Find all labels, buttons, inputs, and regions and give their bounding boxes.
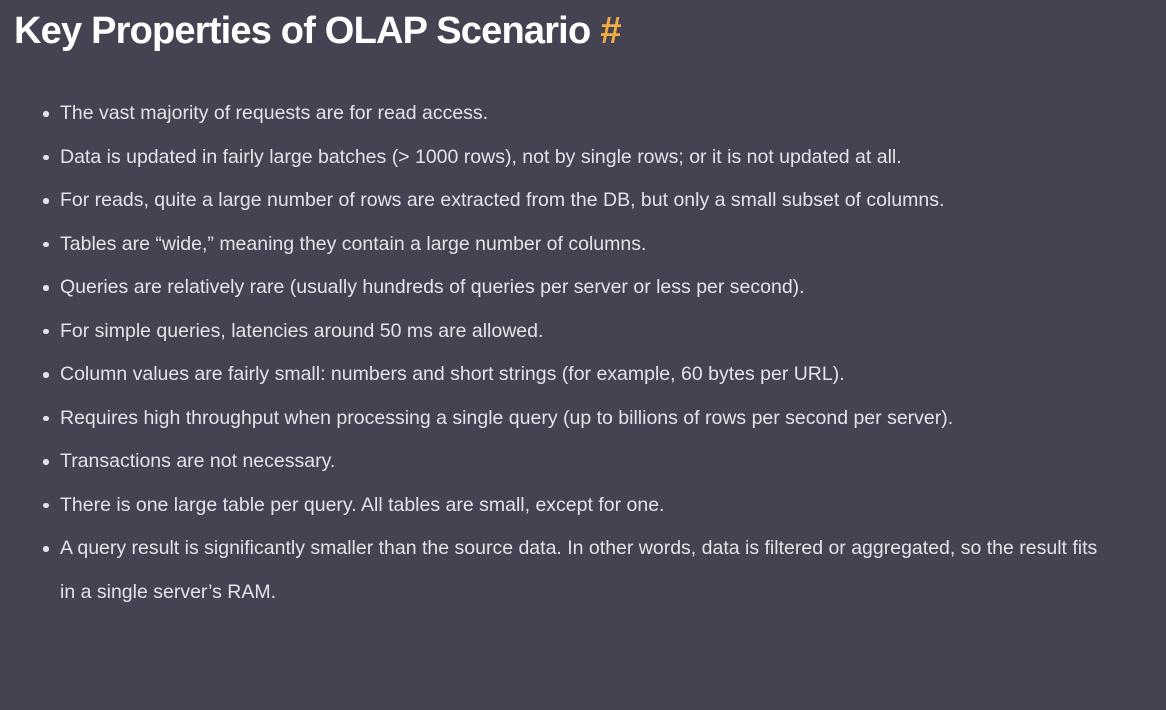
- list-item: For simple queries, latencies around 50 …: [43, 310, 1105, 354]
- heading-anchor-link[interactable]: #: [600, 10, 621, 52]
- list-item: The vast majority of requests are for re…: [43, 92, 1105, 136]
- list-item: Transactions are not necessary.: [43, 440, 1105, 484]
- list-item: There is one large table per query. All …: [43, 484, 1105, 528]
- list-item: Requires high throughput when processing…: [43, 397, 1105, 441]
- list-item: Column values are fairly small: numbers …: [43, 353, 1105, 397]
- doc-content: Key Properties of OLAP Scenario # The vas…: [14, 8, 1152, 614]
- olap-properties-list: The vast majority of requests are for re…: [14, 92, 1108, 614]
- list-item: Queries are relatively rare (usually hun…: [43, 266, 1105, 310]
- list-item: Tables are “wide,” meaning they contain …: [43, 223, 1105, 267]
- page-title-text: Key Properties of OLAP Scenario: [14, 10, 591, 52]
- list-item: A query result is significantly smaller …: [43, 527, 1105, 614]
- list-item: For reads, quite a large number of rows …: [43, 179, 1105, 223]
- page-title: Key Properties of OLAP Scenario #: [14, 8, 1152, 54]
- list-item: Data is updated in fairly large batches …: [43, 136, 1105, 180]
